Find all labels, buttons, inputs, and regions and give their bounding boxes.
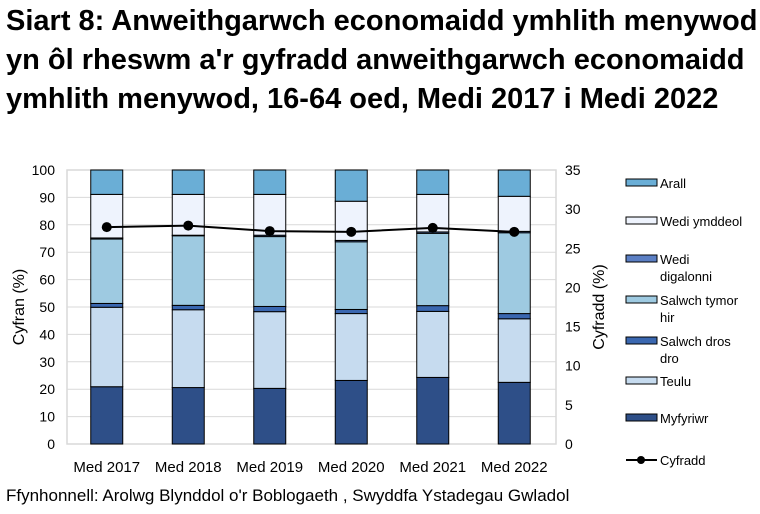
bar-segment-arall xyxy=(90,169,124,195)
bar-segment-teulu xyxy=(171,309,205,389)
line-point-cyfradd xyxy=(101,222,112,233)
bar-segment-salwch-tymor-hir xyxy=(253,236,287,307)
y2-tick-label: 25 xyxy=(565,240,581,256)
bar-segment-arall xyxy=(334,169,368,202)
y-tick-label: 70 xyxy=(39,244,55,260)
y2-tick-label: 0 xyxy=(565,436,573,452)
bar-segment-arall xyxy=(253,169,287,195)
line-point-cyfradd xyxy=(264,226,275,237)
x-tick-label: Med 2022 xyxy=(481,459,548,476)
y-tick-label: 80 xyxy=(39,217,55,233)
x-tick-label: Med 2019 xyxy=(236,459,303,476)
y-tick-label: 20 xyxy=(39,381,55,397)
bar-segment-arall xyxy=(416,169,450,195)
y-tick-label: 0 xyxy=(47,436,55,452)
chart-title: Siart 8: Anweithgarwch economaidd ymhlit… xyxy=(6,5,758,115)
legend-swatch xyxy=(625,336,658,345)
bar-segment-salwch-dros-dro xyxy=(416,305,450,312)
line-cyfradd xyxy=(106,224,515,233)
legend-swatch xyxy=(625,254,658,263)
y-tick-label: 90 xyxy=(39,189,55,205)
bar-segment-salwch-tymor-hir xyxy=(416,232,450,307)
bar-segment-teulu xyxy=(253,311,287,389)
bar-segment-myfyriwr xyxy=(334,379,368,445)
bar-segment-salwch-dros-dro xyxy=(334,308,368,315)
line-point-cyfradd xyxy=(346,226,357,237)
bar-segment-teulu xyxy=(334,313,368,381)
bar-segment-teulu xyxy=(497,318,531,383)
bar-segment-salwch-tymor-hir xyxy=(497,232,531,315)
line-point-cyfradd xyxy=(183,220,194,231)
x-tick-label: Med 2018 xyxy=(155,459,222,476)
legend-swatch xyxy=(625,295,658,304)
y-tick-label: 30 xyxy=(39,354,55,370)
y2-tick-label: 30 xyxy=(565,201,581,217)
bar-segment-myfyriwr xyxy=(497,381,531,445)
x-tick-label: Med 2017 xyxy=(73,459,140,476)
legend-label: Arall xyxy=(660,176,686,191)
y2-tick-label: 35 xyxy=(565,162,581,178)
y2-tick-label: 10 xyxy=(565,358,581,374)
bar-segment-wedi-ymddeol xyxy=(416,193,450,233)
bar-segment-salwch-tymor-hir xyxy=(90,238,124,304)
bar-segment-salwch-dros-dro xyxy=(90,302,124,308)
bar-segment-salwch-dros-dro xyxy=(497,313,531,320)
x-tick-label: Med 2021 xyxy=(399,459,466,476)
bar-segment-salwch-dros-dro xyxy=(253,305,287,313)
bar-segment-teulu xyxy=(90,306,124,388)
legend-label: Wedi digalonni xyxy=(660,252,712,284)
legend-line-marker xyxy=(637,456,645,464)
y-tick-label: 50 xyxy=(39,299,55,315)
y2-tick-label: 15 xyxy=(565,319,581,335)
y-axis-label: Cyfran (%) xyxy=(11,269,28,345)
y-tick-label: 10 xyxy=(39,409,55,425)
bar-segment-arall xyxy=(497,169,531,197)
bar-segment-wedi-ymddeol xyxy=(497,195,531,232)
legend-label: Cyfradd xyxy=(660,453,706,468)
bar-segment-salwch-tymor-hir xyxy=(171,235,205,306)
legend-swatch xyxy=(625,178,658,187)
line-point-cyfradd xyxy=(427,222,438,233)
legend-label: Salwch tymor hir xyxy=(660,293,739,325)
legend-label: Myfyriwr xyxy=(660,411,709,426)
line-point-cyfradd xyxy=(509,226,520,237)
bar-segment-myfyriwr xyxy=(416,376,450,445)
x-tick-label: Med 2020 xyxy=(318,459,385,476)
bar-segment-arall xyxy=(171,169,205,195)
bar-segment-salwch-dros-dro xyxy=(171,304,205,311)
y2-tick-label: 5 xyxy=(565,397,573,413)
legend-label: Teulu xyxy=(660,374,691,389)
y-tick-label: 40 xyxy=(39,326,55,342)
plot-area xyxy=(66,169,557,445)
y2-axis-label: Cyfradd (%) xyxy=(591,264,608,349)
legend-swatch xyxy=(625,376,658,385)
source-note: Ffynhonnell: Arolwg Blynddol o'r Bobloga… xyxy=(6,486,570,505)
legend-swatch xyxy=(625,216,658,225)
y-tick-label: 100 xyxy=(32,162,56,178)
bar-segment-teulu xyxy=(416,310,450,378)
legend-label: Salwch dros dro xyxy=(660,334,731,366)
bar-segment-myfyriwr xyxy=(90,386,124,445)
bar-segment-myfyriwr xyxy=(253,387,287,445)
y2-tick-label: 20 xyxy=(565,279,581,295)
y-tick-label: 60 xyxy=(39,272,55,288)
bar-segment-myfyriwr xyxy=(171,387,205,445)
bar-segment-salwch-tymor-hir xyxy=(334,241,368,310)
legend-swatch xyxy=(625,413,658,422)
legend-label: Wedi ymddeol xyxy=(660,214,742,229)
